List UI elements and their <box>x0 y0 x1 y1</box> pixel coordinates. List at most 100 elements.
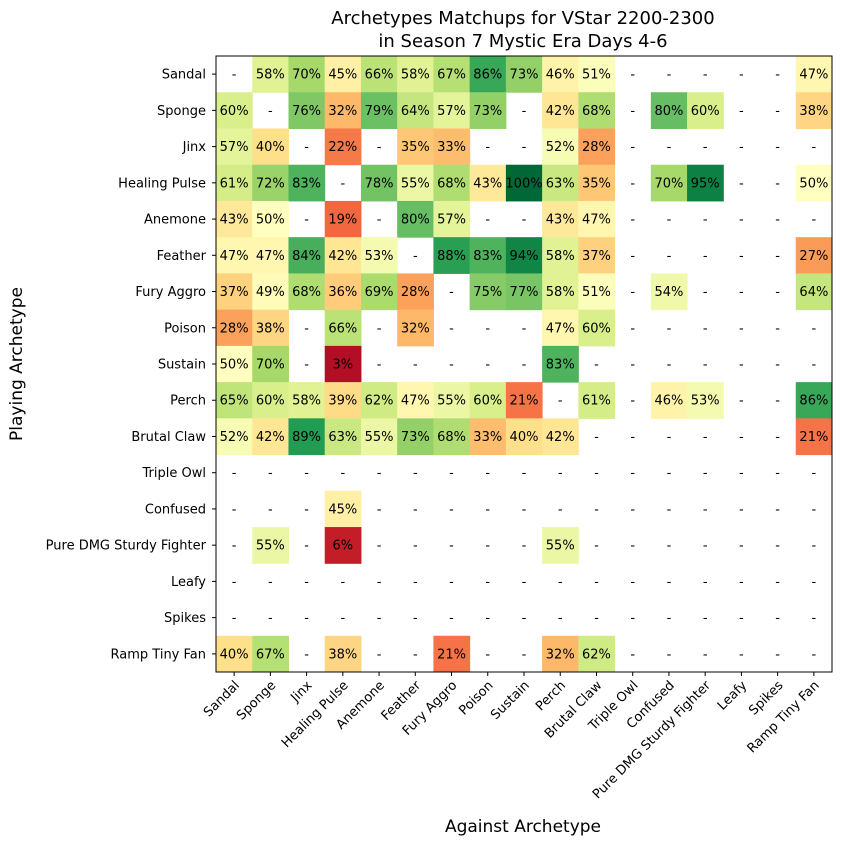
cell-value-label: - <box>594 430 599 445</box>
y-tick-label: Leafy <box>171 575 206 590</box>
cell-value-label: - <box>522 140 527 155</box>
heatmap-cell <box>216 309 253 347</box>
cell-value-label: - <box>775 140 780 155</box>
y-tick-label: Anemone <box>144 213 206 228</box>
cell-value-label: - <box>594 575 599 590</box>
cell-value-label: 94% <box>510 249 539 264</box>
cell-value-label: - <box>522 104 527 119</box>
cell-value-label: 33% <box>437 140 466 155</box>
cell-value-label: 50% <box>799 176 828 191</box>
cell-value-label: - <box>522 611 527 626</box>
heatmap-cell <box>469 164 507 202</box>
cell-value-label: 83% <box>292 176 321 191</box>
heatmap-cell <box>288 92 326 129</box>
heatmap-cell <box>578 128 616 166</box>
heatmap-cell <box>578 382 616 419</box>
cell-value-label: - <box>630 394 635 409</box>
cell-value-label: 57% <box>437 104 466 119</box>
cell-value-label: - <box>304 321 309 336</box>
cell-value-label: 38% <box>328 647 357 662</box>
cell-value-label: - <box>703 285 708 300</box>
y-tick-label: Spikes <box>164 611 206 626</box>
cell-value-label: - <box>667 249 672 264</box>
cell-value-label: 86% <box>473 68 502 83</box>
cell-value-label: 42% <box>546 104 575 119</box>
cell-value-label: - <box>812 140 817 155</box>
cell-value-label: - <box>703 321 708 336</box>
cell-value-label: - <box>812 575 817 590</box>
cell-value-label: 60% <box>220 104 249 119</box>
cell-value-label: - <box>485 575 490 590</box>
cell-value-label: - <box>485 358 490 373</box>
heatmap-cell <box>397 92 434 129</box>
heatmap-cell <box>397 273 434 311</box>
cell-value-label: 58% <box>401 68 430 83</box>
cell-value-label: - <box>739 539 744 554</box>
cell-value-label: 66% <box>328 321 357 336</box>
cell-value-label: - <box>739 647 744 662</box>
cell-value-label: - <box>739 68 744 83</box>
cell-value-label: - <box>703 466 708 481</box>
heatmap-cell <box>324 273 362 311</box>
cell-value-label: - <box>739 176 744 191</box>
heatmap-cell <box>505 237 543 274</box>
heatmap-cell <box>469 237 507 274</box>
cell-value-label: 75% <box>473 285 502 300</box>
cell-value-label: - <box>630 358 635 373</box>
heatmap-cell <box>795 418 833 456</box>
cell-value-label: - <box>304 213 309 228</box>
cell-value-label: - <box>268 502 273 517</box>
cell-value-label: - <box>630 430 635 445</box>
cell-value-label: - <box>739 104 744 119</box>
cell-value-label: - <box>667 466 672 481</box>
cell-value-label: - <box>594 466 599 481</box>
cell-value-label: - <box>449 466 454 481</box>
cell-value-label: - <box>232 611 237 626</box>
heatmap-cell <box>542 128 579 166</box>
cell-value-label: - <box>775 249 780 264</box>
cell-value-label: 46% <box>546 68 575 83</box>
cell-value-label: 64% <box>401 104 430 119</box>
y-tick-label: Fury Aggro <box>135 285 206 300</box>
heatmap-cell <box>252 382 289 419</box>
cell-value-label: - <box>340 466 345 481</box>
cell-value-label: - <box>630 575 635 590</box>
cell-value-label: 55% <box>546 539 575 554</box>
cell-value-label: - <box>667 647 672 662</box>
heatmap-cell <box>433 56 471 93</box>
cell-value-label: - <box>377 502 382 517</box>
cell-value-label: - <box>775 394 780 409</box>
cell-value-label: - <box>630 140 635 155</box>
heatmap-cell <box>542 345 579 383</box>
heatmap-cell <box>542 237 579 274</box>
heatmap-cell <box>288 237 326 274</box>
cell-value-label: - <box>268 611 273 626</box>
cell-value-label: 55% <box>365 430 394 445</box>
y-tick-label: Feather <box>157 249 207 264</box>
heatmap-cell <box>360 164 398 202</box>
cell-value-label: 45% <box>328 68 357 83</box>
cell-value-label: - <box>630 321 635 336</box>
cell-value-label: - <box>377 611 382 626</box>
cell-value-label: - <box>340 611 345 626</box>
heatmap-cell <box>216 345 253 383</box>
heatmap-cell <box>650 382 688 419</box>
y-tick-label: Confused <box>145 502 206 517</box>
heatmap-cell <box>216 164 253 202</box>
cell-value-label: 60% <box>473 394 502 409</box>
cell-value-label: 51% <box>582 285 611 300</box>
cell-value-label: - <box>485 611 490 626</box>
cell-value-label: 63% <box>328 430 357 445</box>
cell-value-label: 38% <box>256 321 285 336</box>
y-tick-label: Jinx <box>182 140 207 155</box>
cell-value-label: - <box>268 575 273 590</box>
cell-value-label: - <box>449 321 454 336</box>
heatmap-cell <box>433 92 471 129</box>
cell-value-label: 60% <box>256 394 285 409</box>
heatmap-cell <box>542 164 579 202</box>
cell-value-label: - <box>377 213 382 228</box>
cell-value-label: - <box>377 358 382 373</box>
heatmap-cell <box>324 527 362 564</box>
cell-value-label: 67% <box>437 68 466 83</box>
heatmap-cell <box>578 237 616 274</box>
